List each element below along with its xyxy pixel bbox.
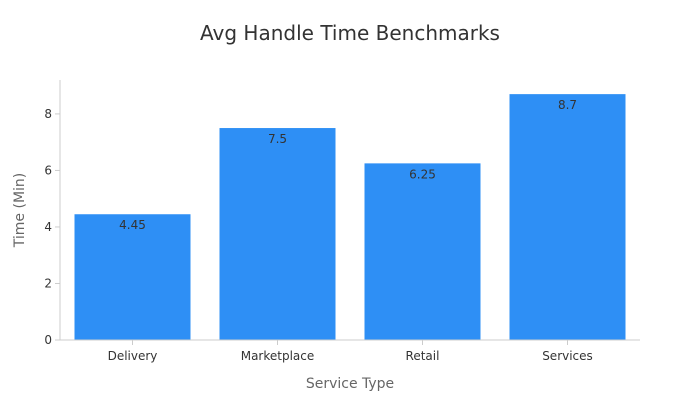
y-axis-ticks: 0 2 4 6 8 <box>44 107 60 347</box>
x-axis-label: Service Type <box>306 376 394 392</box>
y-axis-label: Time (Min) <box>12 173 28 248</box>
y-tick-label: 6 <box>44 163 52 177</box>
data-label-delivery: 4.45 <box>119 218 146 232</box>
y-tick-label: 8 <box>44 107 52 121</box>
x-tick-label-marketplace: Marketplace <box>241 349 315 363</box>
bars-group <box>74 94 626 340</box>
bar-services <box>509 94 626 340</box>
y-tick-label: 4 <box>44 220 52 234</box>
bar-retail <box>364 163 481 340</box>
x-tick-label-retail: Retail <box>406 349 440 363</box>
x-tick-label-services: Services <box>542 349 593 363</box>
x-tick-label-delivery: Delivery <box>108 349 158 363</box>
data-label-services: 8.7 <box>558 98 577 112</box>
data-label-retail: 6.25 <box>409 167 436 181</box>
bar-marketplace <box>219 128 336 340</box>
data-labels-group: 4.45 7.5 6.25 8.7 <box>119 98 577 232</box>
data-label-marketplace: 7.5 <box>268 132 287 146</box>
chart-title: Avg Handle Time Benchmarks <box>200 21 500 45</box>
y-tick-label: 2 <box>44 276 52 290</box>
x-axis-ticks: Delivery Marketplace Retail Services <box>108 340 593 363</box>
y-tick-label: 0 <box>44 333 52 347</box>
bar-delivery <box>74 214 191 340</box>
